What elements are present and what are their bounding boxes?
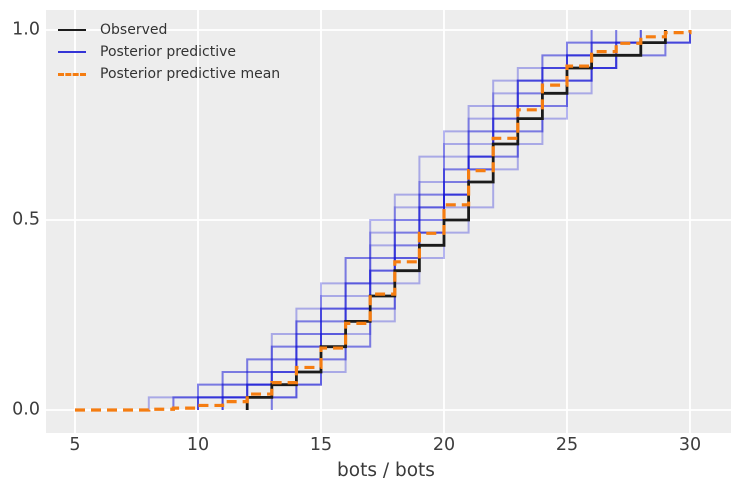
legend-item-observed: Observed — [58, 19, 280, 41]
posterior-predictive-curve — [197, 29, 618, 411]
legend: Observed Posterior predictive Posterior … — [58, 19, 280, 85]
posterior-predictive-curve — [221, 29, 642, 411]
legend-label: Posterior predictive — [100, 44, 237, 60]
legend-item-posterior-predictive-mean: Posterior predictive mean — [58, 63, 280, 85]
observed-line-swatch-icon — [58, 29, 86, 31]
posterior-predictive-curve — [221, 29, 667, 411]
posterior-predictive-curve — [197, 29, 642, 411]
posterior-predictive-curve — [147, 29, 691, 411]
posterior-predictive-curve — [172, 29, 593, 411]
legend-label: Posterior predictive mean — [100, 66, 281, 82]
axes-background — [46, 10, 731, 433]
gridlines — [46, 10, 731, 433]
posterior-predictive-curve — [172, 29, 618, 411]
x-tick-label: 15 — [309, 435, 333, 455]
posterior-predictive-mean-curve — [75, 29, 692, 412]
x-tick-label: 10 — [186, 435, 210, 455]
x-tick-label: 30 — [678, 435, 702, 455]
legend-label: Observed — [100, 22, 168, 38]
posterior-predictive-mean-line-swatch-icon — [58, 72, 86, 76]
y-tick-label: 0.5 — [12, 209, 40, 230]
x-tick-label: 25 — [555, 435, 579, 455]
x-tick-label: 20 — [432, 435, 456, 455]
y-tick-label: 0.0 — [12, 399, 40, 420]
posterior-predictive-line-swatch-icon — [58, 51, 86, 53]
x-axis-label: bots / bots — [337, 460, 435, 481]
x-tick-label: 5 — [69, 435, 81, 455]
legend-item-posterior-predictive: Posterior predictive — [58, 41, 280, 63]
y-tick-label: 1.0 — [12, 19, 40, 40]
